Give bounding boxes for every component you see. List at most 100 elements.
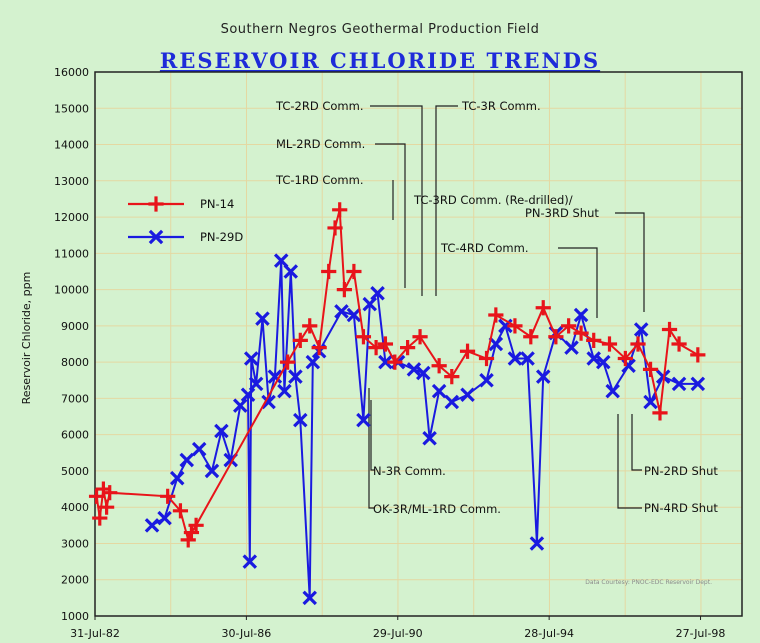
legend-label: PN-29D xyxy=(200,230,243,244)
y-tick-label: 7000 xyxy=(61,392,89,405)
annotation-label: TC-2RD Comm. xyxy=(275,99,363,113)
y-tick-label: 3000 xyxy=(61,537,89,550)
data-point-pn14 xyxy=(92,510,108,526)
data-point-pn14 xyxy=(160,488,176,504)
data-point-pn29d xyxy=(416,365,431,381)
y-tick-label: 2000 xyxy=(61,574,89,587)
data-point-pn14 xyxy=(377,336,394,352)
chart-supertitle: Southern Negros Geothermal Production Fi… xyxy=(220,22,540,37)
y-tick-label: 12000 xyxy=(54,211,89,224)
y-tick-label: 16000 xyxy=(54,66,89,79)
annotation-leader xyxy=(558,247,598,318)
legend: PN-14 PN-29D xyxy=(128,196,243,245)
data-point-pn29d xyxy=(233,398,248,413)
annotation-leader xyxy=(631,414,642,471)
annotation-leader xyxy=(615,212,645,312)
legend-marker xyxy=(148,196,164,212)
data-point-pn29d xyxy=(191,441,207,457)
data-point-pn29d xyxy=(273,253,289,268)
data-point-pn29d xyxy=(633,322,649,337)
y-tick-label: 5000 xyxy=(61,465,89,478)
x-tick-label: 27-Jul-98 xyxy=(676,627,726,640)
data-point-pn29d xyxy=(529,536,545,551)
annotation-label: N-3R Comm. xyxy=(373,464,446,478)
data-point-pn29d xyxy=(564,340,579,355)
annotation-leader xyxy=(375,143,406,288)
data-point-pn14 xyxy=(172,503,189,519)
data-point-pn14 xyxy=(573,325,589,341)
data-point-pn14 xyxy=(311,340,327,356)
annotation-label: ML-2RD Comm. xyxy=(276,137,365,151)
data-point-pn29d xyxy=(520,351,535,366)
data-point-pn14 xyxy=(690,347,706,363)
data-point-pn14 xyxy=(336,282,352,298)
data-point-pn14 xyxy=(652,405,668,421)
data-point-pn29d xyxy=(370,285,385,301)
data-point-pn29d xyxy=(431,383,447,399)
data-point-pn29d xyxy=(573,307,589,323)
data-point-pn14 xyxy=(368,340,384,356)
data-point-pn29d xyxy=(255,311,270,326)
data-point-pn29d xyxy=(277,383,292,399)
axes: 1000 2000 3000 4000 5000 6000 7000 8000 9000 1000… xyxy=(54,66,743,640)
data-point-pn29d xyxy=(302,590,317,606)
y-tick-label: 8000 xyxy=(61,356,89,369)
data-point-pn29d xyxy=(243,351,259,366)
data-point-pn14 xyxy=(601,336,618,352)
data-point-pn14 xyxy=(523,329,539,345)
data-point-pn14 xyxy=(488,307,504,323)
data-point-pn14 xyxy=(548,329,564,345)
data-point-pn14 xyxy=(355,329,372,345)
data-point-pn14 xyxy=(102,485,118,501)
data-point-pn14 xyxy=(346,263,362,280)
annotation-leader xyxy=(370,105,423,296)
data-point-pn29d xyxy=(671,376,687,392)
annotation-label: PN-2RD Shut xyxy=(644,464,718,478)
y-tick-label: 13000 xyxy=(54,175,89,188)
data-point-pn29d xyxy=(479,373,494,388)
data-point-pn29d xyxy=(261,394,276,410)
data-point-pn29d xyxy=(362,296,378,312)
data-point-pn14 xyxy=(478,350,495,367)
data-point-pn14 xyxy=(586,332,602,348)
legend-label: PN-14 xyxy=(200,197,234,211)
data-point-pn29d xyxy=(460,387,475,403)
y-axis-label: Reservoir Chloride, ppm xyxy=(20,272,33,405)
data-point-pn14 xyxy=(661,321,678,338)
legend-marker xyxy=(148,229,164,245)
annotation-label: TC-3RD Comm. (Re-drilled)/ xyxy=(413,193,573,207)
data-point-pn29d xyxy=(288,369,303,384)
data-point-pn14 xyxy=(88,488,105,504)
annotation-label: OK-3R/ML-1RD Comm. xyxy=(373,502,501,516)
data-point-pn14 xyxy=(400,340,416,356)
data-point-pn29d xyxy=(690,376,706,392)
data-point-pn29d xyxy=(204,463,220,479)
data-point-pn29d xyxy=(157,510,172,526)
data-point-pn14 xyxy=(617,350,633,367)
data-point-pn29d xyxy=(346,307,362,323)
x-tick-label: 30-Jul-86 xyxy=(221,627,271,640)
y-tick-label: 10000 xyxy=(54,284,89,297)
y-tick-label: 6000 xyxy=(61,429,89,442)
data-point-pn29d xyxy=(406,362,422,377)
data-point-pn29d xyxy=(305,354,321,370)
x-tick-label: 28-Jul-94 xyxy=(524,627,574,640)
y-tick-label: 11000 xyxy=(54,247,89,260)
data-point-pn14 xyxy=(387,354,403,370)
data-point-pn29d xyxy=(596,354,611,370)
plot-frame xyxy=(94,71,743,617)
data-point-pn14 xyxy=(280,354,296,370)
data-point-pn29d xyxy=(214,423,229,439)
data-point-pn14 xyxy=(561,318,577,334)
series-line-pn29d xyxy=(151,260,698,598)
data-point-pn14 xyxy=(507,318,523,334)
annotation-label: TC-4RD Comm. xyxy=(440,241,528,255)
annotation-layer: TC-2RD Comm. TC-3R Comm. ML-2RD Comm. TC-1R… xyxy=(275,99,718,516)
annotation-label: TC-1RD Comm. xyxy=(275,173,363,187)
series-layer xyxy=(88,202,706,606)
data-point-pn29d xyxy=(283,264,299,279)
data-point-pn14 xyxy=(99,499,115,515)
data-point-pn14 xyxy=(292,332,308,348)
